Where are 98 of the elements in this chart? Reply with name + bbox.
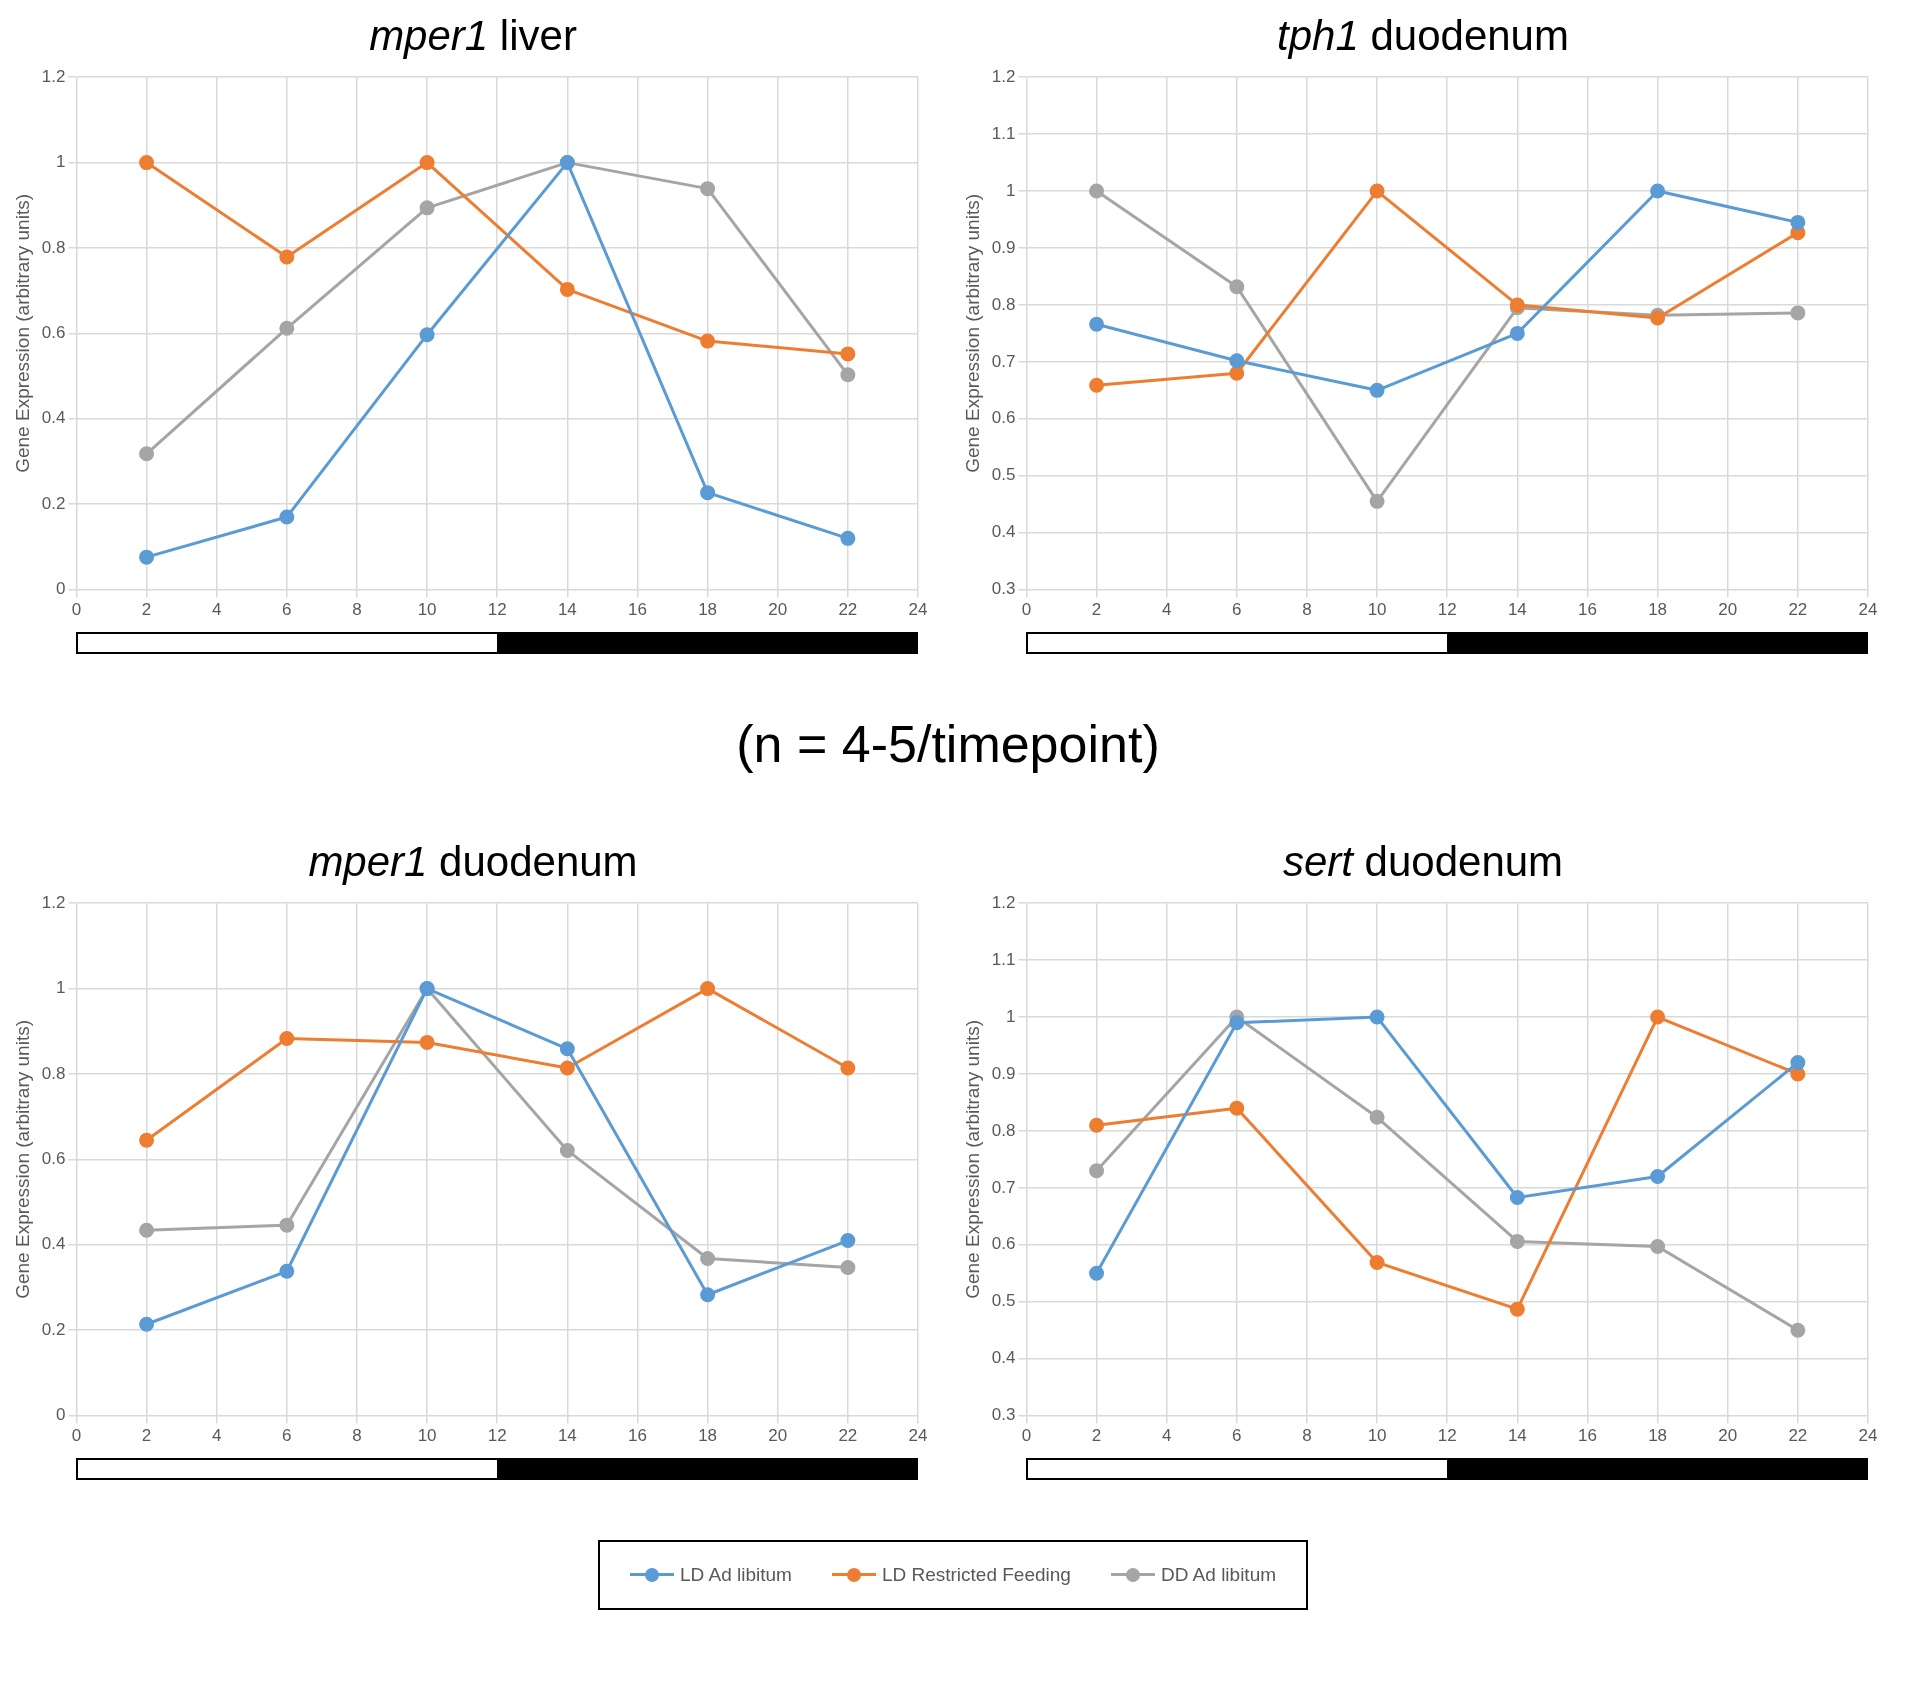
y-tick-label: 0.6 xyxy=(991,408,1016,428)
x-tick-label: 24 xyxy=(1858,600,1878,620)
x-tick-label: 8 xyxy=(1302,1426,1312,1446)
y-tick-label: 1.2 xyxy=(41,892,66,912)
x-tick-label: 6 xyxy=(1232,1426,1242,1446)
x-tick-label: 6 xyxy=(282,1426,292,1446)
x-tick-label: 2 xyxy=(1091,600,1102,620)
y-tick-label: 0.7 xyxy=(991,351,1016,371)
y-tick-label: 0.6 xyxy=(41,323,66,343)
x-tick-label: 2 xyxy=(1091,1426,1102,1446)
y-tick-label: 1.1 xyxy=(991,949,1016,969)
x-tick-label: 12 xyxy=(1437,1426,1457,1446)
chart-title: tph1 duodenum xyxy=(1276,11,1570,61)
x-tick-label: 6 xyxy=(282,600,292,620)
legend-label: LD Restricted Feeding xyxy=(881,1564,1071,1586)
chart-title: mper1 duodenum xyxy=(307,837,639,887)
x-tick-label: 0 xyxy=(71,1426,82,1446)
y-tick-label: 0.7 xyxy=(991,1177,1016,1197)
y-tick-label: 0.4 xyxy=(991,1348,1016,1368)
x-tick-label: 24 xyxy=(1858,1426,1878,1446)
x-tick-label: 10 xyxy=(417,1426,437,1446)
x-tick-label: 4 xyxy=(1161,1426,1172,1446)
x-tick-label: 20 xyxy=(1718,600,1738,620)
y-axis-title: Gene Expression (arbitrary units) xyxy=(11,194,33,473)
y-tick-label: 0.4 xyxy=(991,522,1016,542)
x-tick-label: 16 xyxy=(628,1426,647,1446)
x-tick-label: 22 xyxy=(838,600,858,620)
x-tick-label: 0 xyxy=(1021,1426,1032,1446)
y-tick-label: 0.4 xyxy=(41,1234,66,1254)
x-tick-label: 18 xyxy=(698,600,718,620)
y-tick-label: 0 xyxy=(55,579,66,599)
x-tick-label: 20 xyxy=(768,1426,788,1446)
x-tick-label: 16 xyxy=(1578,600,1597,620)
y-tick-label: 0.8 xyxy=(991,1120,1016,1140)
y-tick-label: 1 xyxy=(1005,180,1016,200)
y-tick-label: 1.1 xyxy=(991,123,1016,143)
x-tick-label: 14 xyxy=(557,600,577,620)
y-axis-title: Gene Expression (arbitrary units) xyxy=(961,1020,983,1299)
y-tick-label: 0.2 xyxy=(41,493,66,513)
x-tick-label: 18 xyxy=(1648,600,1668,620)
chart-title: mper1 liver xyxy=(368,11,578,61)
y-tick-label: 0 xyxy=(55,1405,66,1425)
x-tick-label: 8 xyxy=(352,1426,362,1446)
legend-label: DD Ad libitum xyxy=(1160,1564,1277,1586)
y-tick-label: 1.2 xyxy=(991,66,1016,86)
y-tick-label: 0.5 xyxy=(991,1291,1016,1311)
text: (n = 4-5/timepoint) xyxy=(735,714,1161,775)
x-tick-label: 18 xyxy=(698,1426,718,1446)
y-tick-label: 0.9 xyxy=(991,237,1016,257)
x-tick-label: 2 xyxy=(141,1426,152,1446)
x-tick-label: 10 xyxy=(417,600,437,620)
y-tick-label: 0.8 xyxy=(41,237,66,257)
y-tick-label: 0.4 xyxy=(41,408,66,428)
y-tick-label: 0.6 xyxy=(991,1234,1016,1254)
x-tick-label: 4 xyxy=(211,1426,222,1446)
y-tick-label: 1 xyxy=(1005,1006,1016,1026)
y-tick-label: 1.2 xyxy=(991,892,1016,912)
y-tick-label: 1 xyxy=(55,978,66,998)
y-tick-label: 0.9 xyxy=(991,1063,1016,1083)
x-tick-label: 4 xyxy=(211,600,222,620)
y-tick-label: 0.3 xyxy=(991,579,1016,599)
x-tick-label: 0 xyxy=(71,600,82,620)
x-tick-label: 12 xyxy=(487,1426,507,1446)
x-tick-label: 24 xyxy=(908,1426,928,1446)
x-tick-label: 14 xyxy=(1507,1426,1527,1446)
x-tick-label: 10 xyxy=(1367,600,1387,620)
y-tick-label: 0.8 xyxy=(41,1063,66,1083)
x-tick-label: 22 xyxy=(838,1426,858,1446)
y-tick-label: 0.8 xyxy=(991,294,1016,314)
y-axis-title: Gene Expression (arbitrary units) xyxy=(11,1020,33,1299)
chart-title: sert duodenum xyxy=(1281,837,1565,887)
x-tick-label: 4 xyxy=(1161,600,1172,620)
y-tick-label: 1.2 xyxy=(41,66,66,86)
y-tick-label: 1 xyxy=(55,152,66,172)
x-tick-label: 14 xyxy=(1507,600,1527,620)
x-tick-label: 24 xyxy=(908,600,928,620)
x-tick-label: 12 xyxy=(487,600,507,620)
legend-label: LD Ad libitum xyxy=(679,1564,792,1586)
y-axis-title: Gene Expression (arbitrary units) xyxy=(961,194,983,473)
x-tick-label: 12 xyxy=(1437,600,1457,620)
x-tick-label: 8 xyxy=(1302,600,1312,620)
x-tick-label: 10 xyxy=(1367,1426,1387,1446)
y-tick-label: 0.3 xyxy=(991,1405,1016,1425)
x-tick-label: 20 xyxy=(1718,1426,1738,1446)
x-tick-label: 6 xyxy=(1232,600,1242,620)
x-tick-label: 0 xyxy=(1021,600,1032,620)
x-tick-label: 18 xyxy=(1648,1426,1668,1446)
x-tick-label: 22 xyxy=(1788,1426,1808,1446)
y-tick-label: 0.5 xyxy=(991,465,1016,485)
y-tick-label: 0.6 xyxy=(41,1149,66,1169)
x-tick-label: 8 xyxy=(352,600,362,620)
x-tick-label: 16 xyxy=(1578,1426,1597,1446)
x-tick-label: 20 xyxy=(768,600,788,620)
x-tick-label: 22 xyxy=(1788,600,1808,620)
y-tick-label: 0.2 xyxy=(41,1319,66,1339)
x-tick-label: 2 xyxy=(141,600,152,620)
x-tick-label: 16 xyxy=(628,600,647,620)
x-tick-label: 14 xyxy=(557,1426,577,1446)
